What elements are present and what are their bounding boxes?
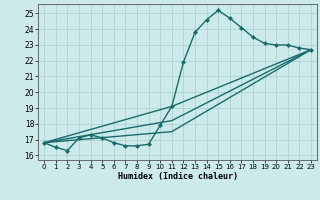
X-axis label: Humidex (Indice chaleur): Humidex (Indice chaleur) (118, 172, 238, 181)
